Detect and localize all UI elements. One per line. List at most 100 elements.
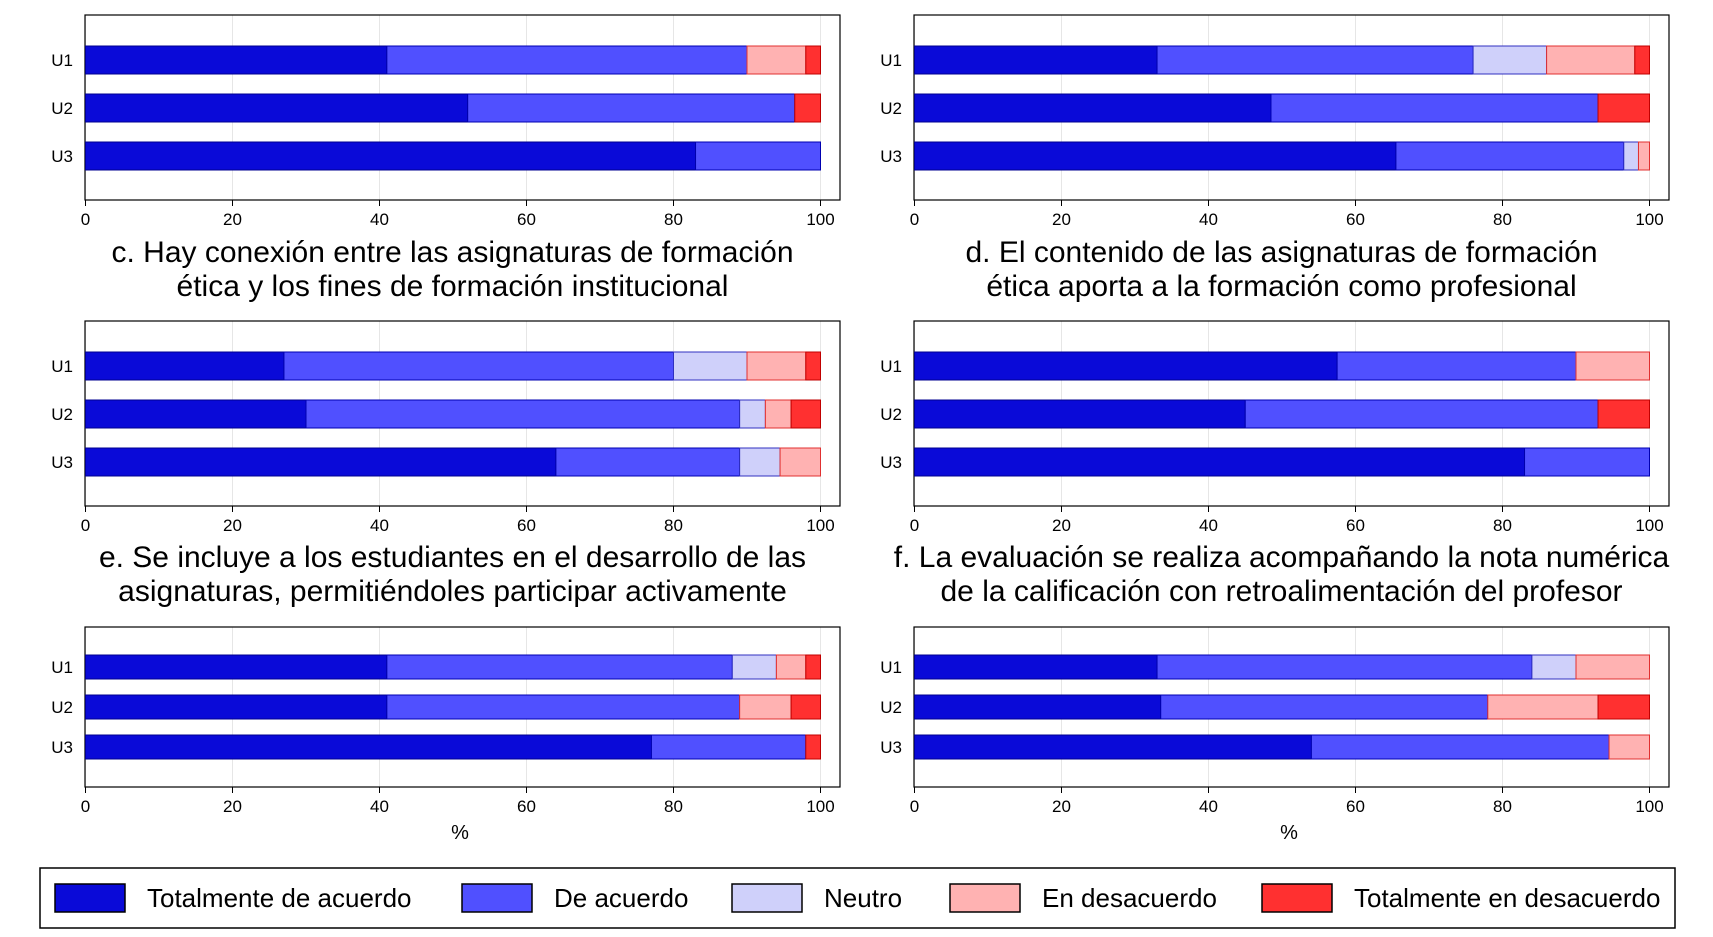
x-tick-label: 100 bbox=[1635, 797, 1663, 816]
category-label: U2 bbox=[880, 405, 902, 424]
bar-segment bbox=[386, 654, 733, 680]
chart-title-line: e. Se incluye a los estudiantes en el de… bbox=[99, 541, 806, 574]
x-tick-label: 20 bbox=[223, 797, 242, 816]
bar-segment bbox=[914, 45, 1158, 75]
legend-swatch bbox=[949, 883, 1021, 913]
x-tick-label: 80 bbox=[1493, 210, 1512, 229]
x-tick-label: 0 bbox=[81, 210, 90, 229]
chart-title-line: c. Hay conexión entre las asignaturas de… bbox=[111, 236, 793, 269]
bar-segment bbox=[1575, 351, 1650, 381]
bar-segment bbox=[85, 399, 307, 429]
bar-segment bbox=[805, 654, 821, 680]
bar-segment bbox=[283, 351, 674, 381]
category-label: U2 bbox=[51, 698, 73, 717]
bar-segment bbox=[805, 734, 821, 760]
x-tick-label: 80 bbox=[1493, 797, 1512, 816]
bar-segment bbox=[1634, 45, 1651, 75]
category-label: U2 bbox=[880, 99, 902, 118]
x-tick-label: 20 bbox=[1052, 516, 1071, 535]
bar-segment bbox=[914, 399, 1246, 429]
x-tick-label: 100 bbox=[806, 797, 834, 816]
category-label: U1 bbox=[51, 51, 73, 70]
chart-d: d. El contenido de las asignaturas de fo… bbox=[880, 236, 1670, 535]
bar-segment bbox=[1487, 694, 1599, 720]
bar-segment bbox=[1156, 654, 1533, 680]
bar-segment bbox=[1310, 734, 1610, 760]
bar-segment bbox=[85, 351, 285, 381]
bar-segment bbox=[1270, 93, 1599, 123]
legend-swatch bbox=[1261, 883, 1333, 913]
category-label: U3 bbox=[51, 738, 73, 757]
x-tick-label: 60 bbox=[517, 797, 536, 816]
bar-segment bbox=[746, 351, 807, 381]
bar-segment bbox=[1575, 654, 1650, 680]
bar-segment bbox=[386, 694, 741, 720]
category-label: U1 bbox=[51, 357, 73, 376]
bar-segment bbox=[1637, 141, 1650, 171]
chart-b: U1 U2 U3 0 20 40 60 80 100 bbox=[880, 14, 1670, 229]
bar-segment bbox=[673, 351, 748, 381]
bar-segment bbox=[914, 351, 1338, 381]
chart-title-line: ética y los fines de formación instituci… bbox=[177, 270, 729, 303]
category-label: U3 bbox=[51, 147, 73, 166]
x-tick-label: 20 bbox=[223, 516, 242, 535]
bar-segment bbox=[1244, 399, 1599, 429]
chart-c: c. Hay conexión entre las asignaturas de… bbox=[51, 236, 841, 535]
plot-frame bbox=[913, 626, 1670, 788]
bar-segment bbox=[1395, 141, 1625, 171]
bar-segment bbox=[746, 45, 807, 75]
bar-segment bbox=[739, 694, 792, 720]
x-axis-label: % bbox=[1280, 822, 1298, 844]
bar-segment bbox=[914, 734, 1312, 760]
x-tick-label: 100 bbox=[1635, 210, 1663, 229]
category-label: U1 bbox=[51, 658, 73, 677]
bar-segment bbox=[1156, 45, 1474, 75]
legend-label: De acuerdo bbox=[554, 883, 688, 913]
x-tick-label: 0 bbox=[910, 797, 919, 816]
bar-segment bbox=[1160, 694, 1489, 720]
x-tick-label: 40 bbox=[370, 210, 389, 229]
bar-segment bbox=[85, 141, 697, 171]
bar-segment bbox=[1597, 694, 1651, 720]
x-tick-label: 80 bbox=[664, 797, 683, 816]
bar-segment bbox=[1531, 654, 1577, 680]
bar-segment bbox=[695, 141, 821, 171]
bar-segment bbox=[1597, 399, 1651, 429]
chart-f: f. La evaluación se realiza acompañando … bbox=[880, 541, 1670, 844]
bar-segment bbox=[794, 93, 822, 123]
bar-segment bbox=[914, 654, 1158, 680]
bar-segment bbox=[85, 45, 388, 75]
bar-segment bbox=[775, 654, 807, 680]
bar-segment bbox=[85, 654, 388, 680]
x-tick-label: 40 bbox=[1199, 516, 1218, 535]
x-tick-label: 60 bbox=[517, 210, 536, 229]
x-tick-label: 20 bbox=[223, 210, 242, 229]
x-tick-label: 20 bbox=[1052, 210, 1071, 229]
bar-segment bbox=[790, 694, 821, 720]
category-label: U3 bbox=[880, 453, 902, 472]
legend-swatch bbox=[461, 883, 533, 913]
x-tick-label: 0 bbox=[81, 516, 90, 535]
bar-segment bbox=[914, 141, 1397, 171]
chart-title-line: d. El contenido de las asignaturas de fo… bbox=[965, 236, 1597, 269]
bar-segment bbox=[85, 734, 652, 760]
bar-segment bbox=[1336, 351, 1577, 381]
legend-label: Neutro bbox=[824, 883, 902, 913]
chart-title-line: de la calificación con retroalimentación… bbox=[940, 575, 1622, 608]
bar-segment bbox=[1524, 447, 1651, 477]
bar-segment bbox=[85, 447, 557, 477]
bar-segment bbox=[731, 654, 777, 680]
legend-label: En desacuerdo bbox=[1042, 883, 1217, 913]
x-tick-label: 0 bbox=[81, 797, 90, 816]
legend-label: Totalmente de acuerdo bbox=[147, 883, 412, 913]
x-tick-label: 100 bbox=[806, 516, 834, 535]
bar-segment bbox=[739, 399, 766, 429]
bar-segment bbox=[739, 447, 781, 477]
x-tick-label: 100 bbox=[806, 210, 834, 229]
bar-segment bbox=[85, 694, 388, 720]
category-label: U2 bbox=[880, 698, 902, 717]
x-tick-label: 40 bbox=[1199, 210, 1218, 229]
x-tick-label: 80 bbox=[664, 210, 683, 229]
chart-e: e. Se incluye a los estudiantes en el de… bbox=[51, 541, 841, 844]
category-label: U2 bbox=[51, 99, 73, 118]
